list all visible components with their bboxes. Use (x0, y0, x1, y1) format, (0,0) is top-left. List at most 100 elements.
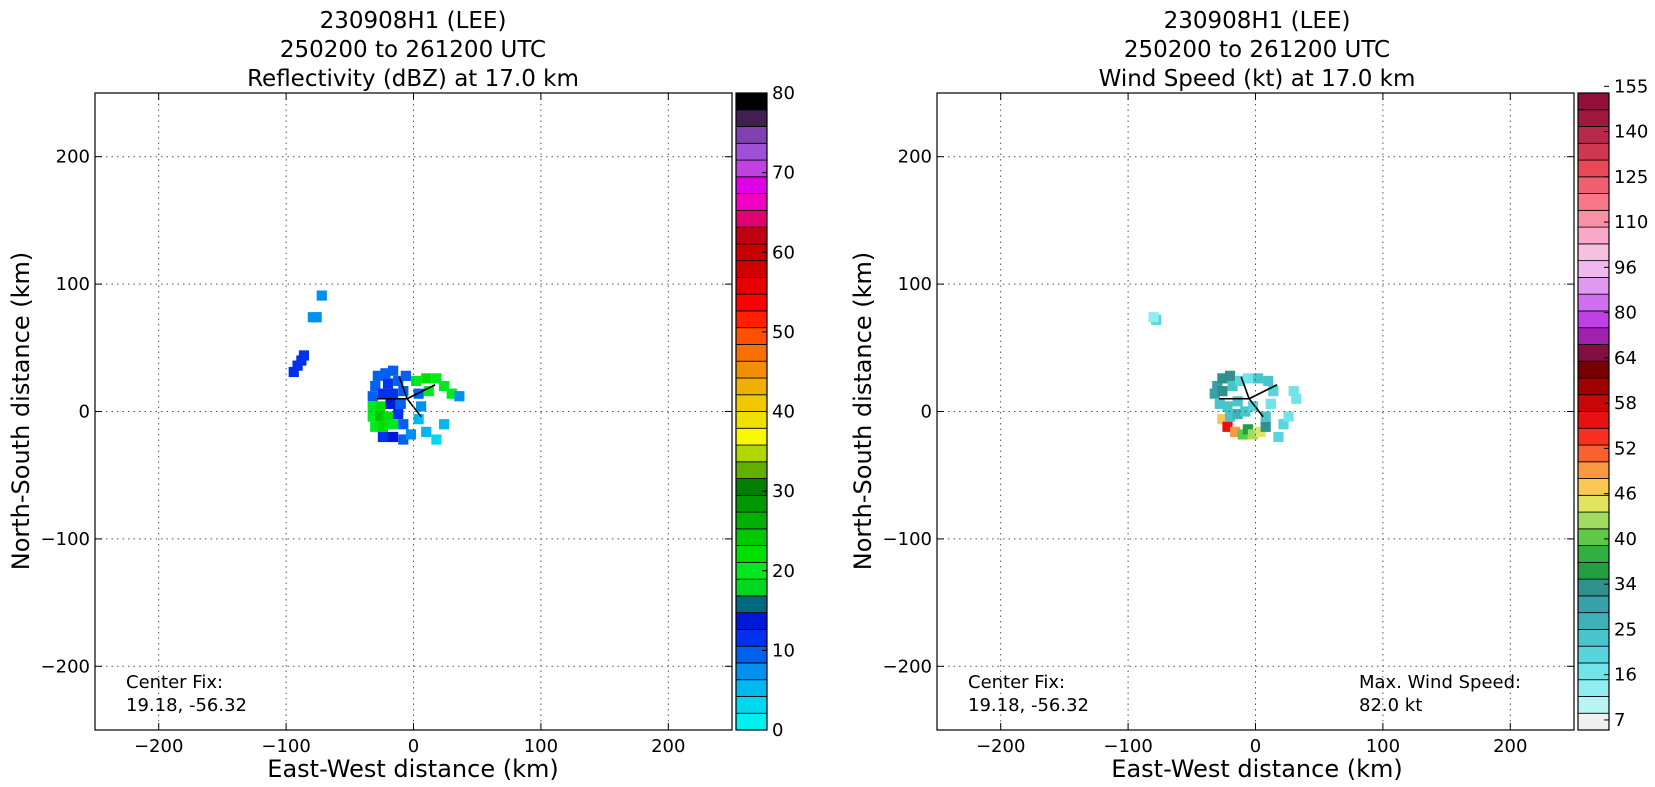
heatmap-cell (370, 380, 381, 392)
colorbar-tick-label: 40 (772, 402, 795, 423)
heatmap-cell (385, 398, 396, 409)
heatmap-cell (375, 411, 386, 422)
colorbar-segment (1577, 193, 1610, 211)
heatmap-cell (1260, 411, 1271, 422)
chart-title-line-2: 250200 to 261200 UTC (280, 37, 546, 63)
colorbar: 0 10 20 30 40 50 60 70 80 (735, 83, 795, 741)
y-axis-label: North-South distance (km) (849, 252, 877, 571)
x-axis-ticks: −200 −100 0 100 200 (976, 93, 1527, 757)
colorbar-segment (735, 645, 768, 664)
colorbar-tick-label: 125 (1614, 167, 1648, 188)
heatmap-cell (1227, 380, 1238, 392)
heatmap-cell (370, 421, 381, 432)
heatmap-cell (382, 378, 394, 389)
colorbar-tick-label: 46 (1614, 484, 1637, 505)
heatmap-cell (1263, 375, 1274, 387)
colorbar-tick-label: 50 (772, 322, 795, 343)
colorbar-segment (735, 612, 768, 630)
colorbar-tick-label: 25 (1614, 619, 1637, 640)
colorbar-segment (1577, 209, 1610, 228)
colorbar-segment (1577, 411, 1610, 429)
heatmap-cell (1224, 411, 1236, 422)
heatmap-cell (367, 401, 378, 412)
colorbar-segment (735, 578, 768, 597)
heatmap-cell (393, 408, 404, 420)
colorbar-segment (735, 394, 768, 412)
heatmap-cells (288, 290, 465, 445)
colorbar: 7 16 25 34 40 46 52 58 64 80 96 110 125 140 155 (1577, 76, 1648, 731)
colorbar-segment (1577, 92, 1610, 111)
colorbar-segment (735, 712, 768, 731)
heatmap-cell (1247, 429, 1259, 440)
colorbar-tick-label: 10 (772, 640, 795, 661)
heatmap-cell (380, 368, 391, 379)
colorbar-segment (1577, 478, 1610, 496)
colorbar-segment (735, 260, 768, 278)
heatmap-cell (316, 290, 327, 301)
heatmap-cell (1217, 414, 1228, 425)
heatmap-cell (398, 419, 409, 430)
colorbar-tick-label: 52 (1614, 438, 1637, 459)
colorbar-segment (735, 511, 768, 530)
heatmap-cell (377, 388, 389, 399)
heatmap-cell (1230, 426, 1241, 437)
colorbar-tick-label: 70 (772, 163, 795, 184)
heatmap-cell (1260, 421, 1271, 432)
x-tick-label: −100 (261, 736, 310, 757)
colorbar-segment (1577, 310, 1610, 329)
heatmap-cell (388, 431, 399, 443)
heatmap-cell (398, 434, 409, 445)
heatmap-cell (1232, 396, 1243, 407)
heatmap-cell (400, 370, 411, 381)
y-tick-label: 100 (898, 274, 932, 295)
x-tick-label: −200 (134, 736, 183, 757)
heatmap-cell (372, 370, 383, 381)
heatmap-cell (1242, 373, 1253, 384)
heatmap-cell (377, 421, 389, 432)
colorbar-segment (735, 293, 768, 312)
chart-title-line-3: Wind Speed (kt) at 17.0 km (1099, 66, 1416, 92)
colorbar-tick-label: 80 (1614, 303, 1637, 324)
y-tick-label: −100 (883, 529, 932, 550)
heatmap-cell (410, 375, 422, 387)
x-tick-label: −200 (976, 736, 1025, 757)
grid-lines (95, 93, 732, 730)
heatmap-cell (1235, 375, 1246, 387)
heatmap-cell (1217, 373, 1228, 384)
heatmap-cell (431, 373, 442, 384)
colorbar-segment (1577, 712, 1610, 731)
colorbar-segment (735, 193, 768, 211)
max-wind-text: 82.0 kt (1359, 695, 1422, 716)
colorbar-tick-label: 7 (1614, 710, 1625, 731)
heatmap-cell (377, 431, 389, 443)
colorbar-segment (735, 377, 768, 396)
colorbar-segment (735, 411, 768, 429)
colorbar-segment (1577, 461, 1610, 479)
colorbar-tick-label: 60 (772, 242, 795, 263)
y-tick-label: −100 (41, 529, 90, 550)
heatmap-cell (405, 429, 417, 440)
heatmap-cell (1268, 386, 1279, 397)
y-tick-label: −200 (883, 656, 932, 677)
colorbar-tick-label: 20 (772, 561, 795, 582)
x-tick-label: 100 (1366, 736, 1400, 757)
y-axis-label: North-South distance (km) (7, 252, 35, 571)
colorbar-tick-label: 80 (772, 83, 795, 104)
colorbar-segment (1577, 494, 1610, 513)
heatmap-cell (431, 434, 442, 445)
colorbar-segment (1577, 511, 1610, 530)
x-tick-label: 100 (524, 736, 558, 757)
heatmap-cell (421, 426, 432, 437)
colorbar-segment (1577, 645, 1610, 664)
colorbar-segment (735, 545, 768, 563)
heatmap-cell (1217, 386, 1228, 397)
colorbar-tick-label: 0 (772, 720, 783, 741)
heatmap-cells (1148, 312, 1302, 443)
heatmap-cell (1273, 431, 1284, 443)
heatmap-cell (1283, 411, 1294, 422)
heatmap-cell (388, 388, 399, 399)
heatmap-cell (446, 388, 457, 399)
colorbar-segment (1577, 612, 1610, 630)
center-fix-text: Center Fix: (126, 672, 223, 693)
